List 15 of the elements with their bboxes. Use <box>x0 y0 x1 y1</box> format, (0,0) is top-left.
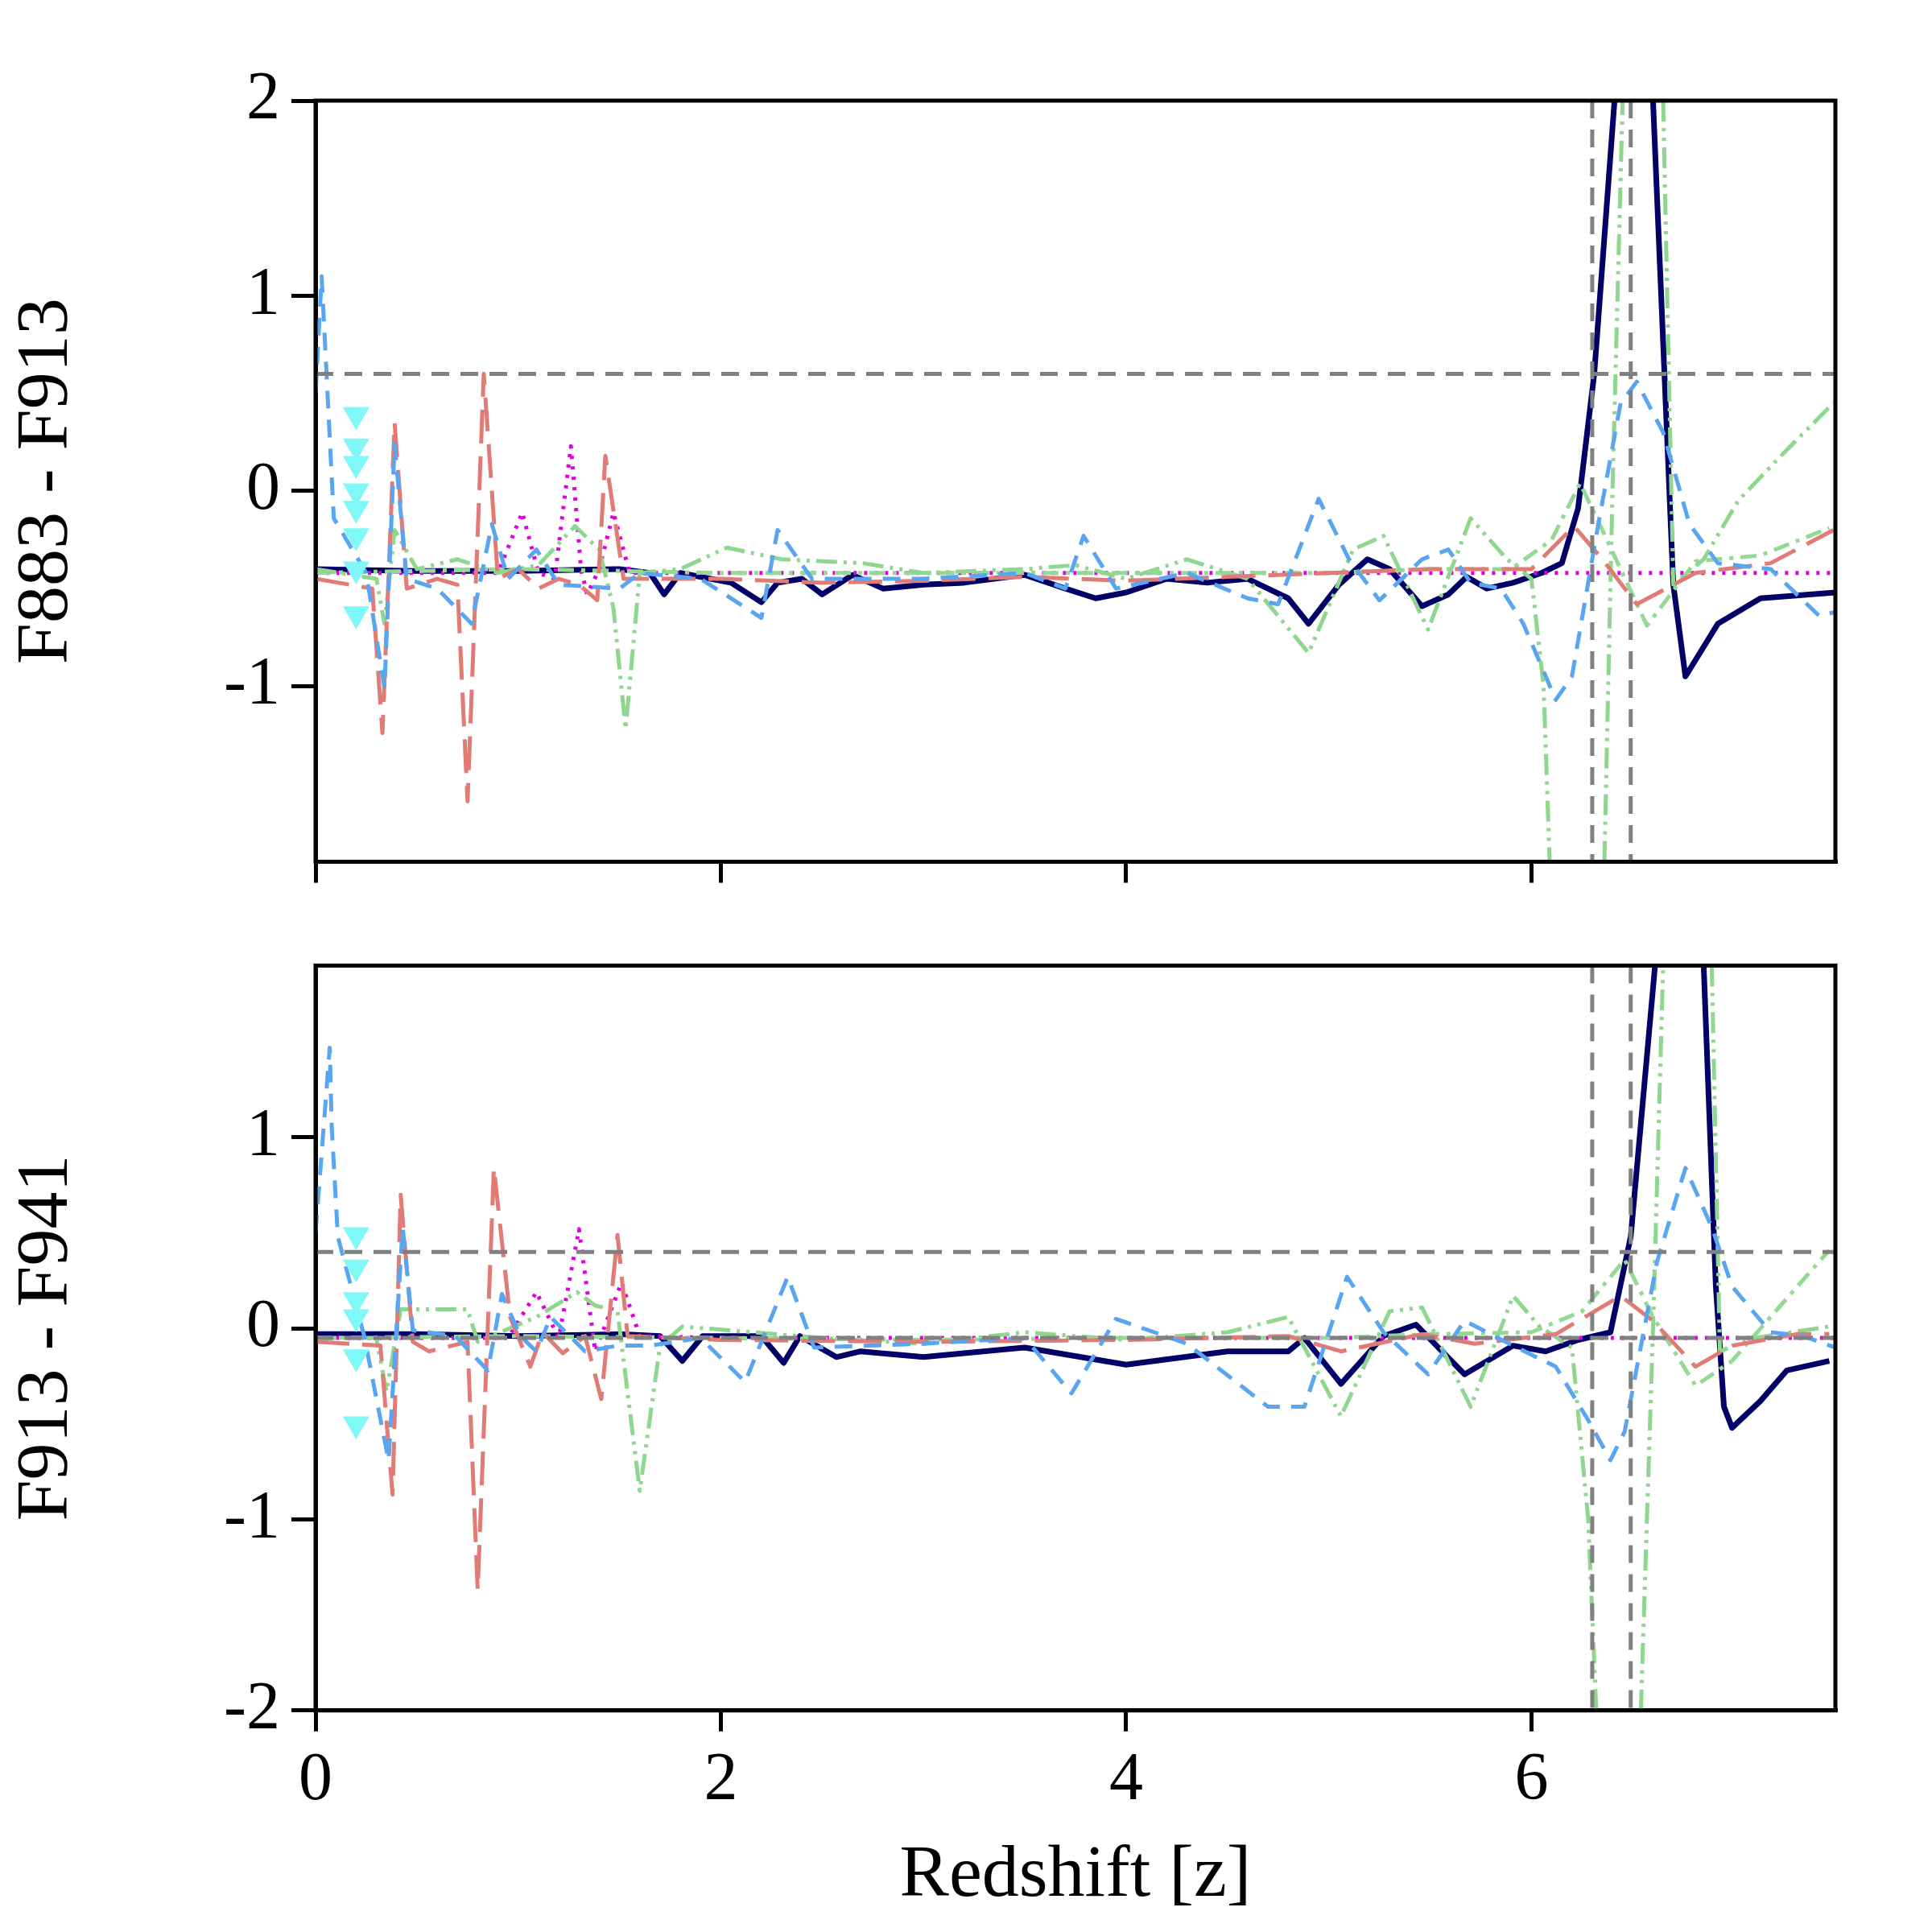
x-tick-label: 4 <box>1108 1739 1143 1814</box>
y-tick-label: 0 <box>246 448 280 523</box>
y-tick-label: 1 <box>246 1095 280 1170</box>
x-tick-label: 0 <box>299 1739 332 1814</box>
y-tick-label: 0 <box>246 1286 280 1361</box>
x-axis-title: Redshift [z] <box>899 1829 1252 1912</box>
y-tick-label: 1 <box>246 253 280 328</box>
x-tick-label: 6 <box>1514 1739 1549 1814</box>
y-tick-label: 2 <box>246 58 280 134</box>
y-axis-title: F913 - F941 <box>1 1154 84 1521</box>
y-tick-label: -2 <box>224 1667 280 1743</box>
y-tick-label: -1 <box>224 643 280 719</box>
y-tick-label: -1 <box>224 1476 280 1552</box>
y-axis-title: F883 - F913 <box>1 298 84 665</box>
x-tick-label: 2 <box>704 1739 738 1814</box>
